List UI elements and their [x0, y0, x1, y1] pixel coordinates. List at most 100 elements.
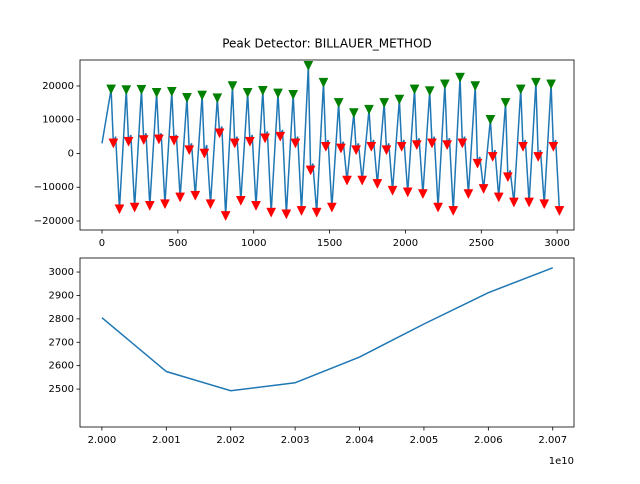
marker	[394, 94, 405, 105]
marker	[463, 189, 474, 200]
chart-title: Peak Detector: BILLAUER_METHOD	[222, 37, 432, 51]
y-tick-label: 2500	[49, 384, 74, 395]
marker	[296, 206, 307, 216]
marker	[242, 87, 253, 98]
y-tick-label: 3000	[49, 267, 74, 278]
marker	[260, 133, 271, 144]
marker	[502, 172, 513, 183]
marker	[190, 190, 201, 201]
marker	[357, 175, 368, 186]
marker	[554, 206, 565, 216]
y-tick-label: −10000	[34, 182, 74, 193]
marker	[290, 138, 301, 149]
y-tick-label: −20000	[34, 216, 74, 227]
marker	[470, 81, 481, 92]
marker	[275, 131, 286, 142]
marker	[396, 141, 407, 152]
x-tick-label: 0	[99, 238, 105, 249]
x-tick-label: 2.003	[281, 435, 310, 446]
marker	[318, 77, 329, 88]
marker	[439, 79, 450, 90]
x-tick-label: 2.001	[152, 435, 181, 446]
x-tick-label: 1000	[241, 238, 266, 249]
marker	[212, 93, 223, 104]
marker	[457, 138, 468, 149]
axes-frame	[79, 257, 575, 428]
marker	[427, 138, 437, 149]
marker	[129, 202, 140, 213]
marker	[197, 90, 208, 101]
marker	[311, 207, 322, 218]
marker	[424, 86, 435, 97]
marker	[381, 145, 392, 156]
marker	[417, 189, 428, 200]
marker	[487, 152, 498, 162]
marker	[478, 184, 489, 194]
marker	[455, 72, 465, 83]
x-tick-label: 2.006	[474, 435, 503, 446]
x-tick-label: 3000	[544, 238, 569, 249]
marker	[548, 141, 559, 152]
marker	[175, 192, 186, 203]
marker	[342, 175, 352, 186]
marker	[251, 201, 261, 211]
marker	[533, 152, 544, 162]
marker	[366, 141, 377, 152]
x-tick-label: 2000	[393, 238, 418, 249]
marker	[411, 140, 422, 151]
marker	[333, 98, 344, 108]
marker	[326, 202, 337, 213]
marker	[518, 141, 528, 152]
marker	[235, 195, 246, 206]
y-tick-label: 2800	[49, 314, 74, 325]
marker	[303, 60, 314, 71]
marker	[205, 199, 216, 210]
marker	[138, 135, 149, 146]
axes-frame	[79, 59, 575, 231]
marker	[524, 197, 534, 208]
y-tick-label: 20000	[42, 81, 74, 92]
marker	[539, 199, 550, 210]
y-tick-label: 2900	[49, 290, 74, 301]
marker	[493, 192, 504, 203]
marker	[153, 134, 164, 145]
marker	[151, 87, 162, 98]
marker	[515, 84, 526, 95]
marker	[281, 209, 292, 220]
marker	[114, 204, 125, 215]
x-tick-label: 2.004	[345, 435, 374, 446]
x-tick-label: 2.000	[88, 435, 117, 446]
x-tick-label: 2.005	[410, 435, 439, 446]
y-tick-label: 10000	[42, 115, 74, 126]
marker	[500, 98, 511, 108]
x-tick-label: 2500	[469, 238, 494, 249]
x-tick-label: 1500	[317, 238, 342, 249]
x-tick-label: 2.007	[538, 435, 567, 446]
x-offset-label: 1e10	[549, 456, 574, 467]
marker	[266, 207, 277, 218]
y-tick-label: 0	[68, 148, 74, 159]
data-line	[101, 267, 554, 392]
marker	[509, 197, 519, 208]
marker	[448, 206, 459, 216]
marker	[214, 128, 225, 139]
marker	[402, 187, 413, 198]
marker	[379, 98, 390, 108]
marker	[485, 114, 496, 125]
marker	[136, 84, 147, 95]
marker	[305, 165, 316, 176]
marker	[433, 202, 443, 213]
marker	[288, 90, 299, 100]
marker	[257, 85, 268, 96]
marker	[531, 77, 541, 88]
marker	[372, 179, 383, 189]
marker	[160, 199, 170, 210]
marker	[245, 136, 255, 147]
marker	[546, 79, 556, 90]
marker	[336, 143, 346, 154]
marker	[229, 138, 240, 149]
x-tick-label: 2.002	[216, 435, 245, 446]
marker	[387, 185, 398, 196]
marker	[409, 84, 420, 95]
